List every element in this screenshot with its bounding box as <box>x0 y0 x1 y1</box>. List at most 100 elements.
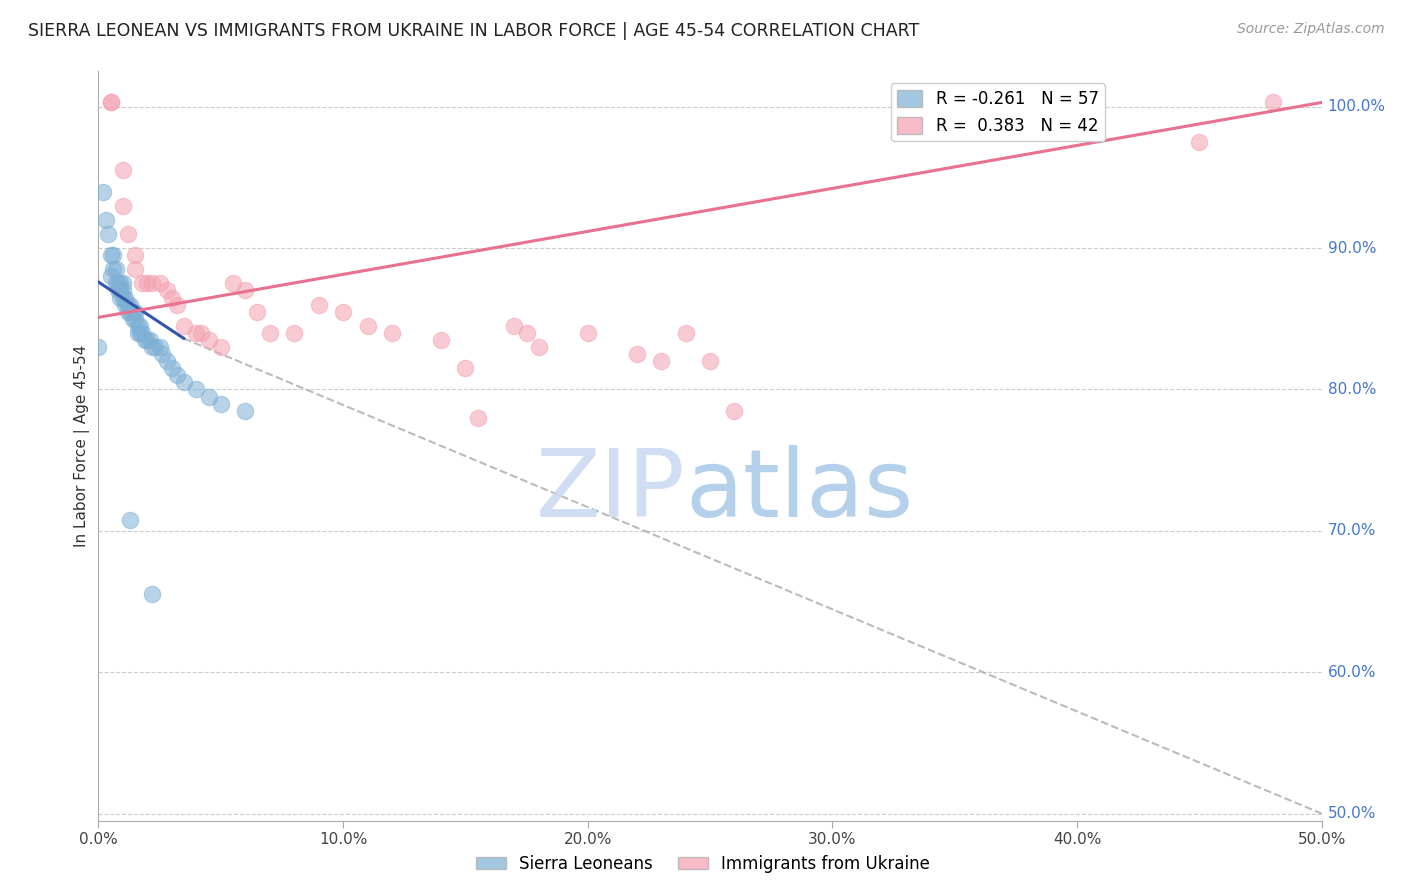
Point <box>100 248 122 262</box>
Point <box>149 277 172 291</box>
Point <box>117 227 139 241</box>
Point <box>150 347 173 361</box>
Point <box>110 291 132 305</box>
Point <box>104 277 127 291</box>
Y-axis label: In Labor Force | Age 45-54: In Labor Force | Age 45-54 <box>75 345 90 547</box>
Point <box>107 277 129 291</box>
Point <box>308 298 330 312</box>
Text: 70.0%: 70.0% <box>1327 524 1376 539</box>
Point <box>111 163 134 178</box>
Text: SIERRA LEONEAN VS IMMIGRANTS FROM UKRAINE IN LABOR FORCE | AGE 45-54 CORRELATION: SIERRA LEONEAN VS IMMIGRANTS FROM UKRAIN… <box>28 22 920 40</box>
Point <box>101 262 124 277</box>
Point <box>156 284 179 298</box>
Point <box>121 311 143 326</box>
Point <box>114 298 136 312</box>
Point <box>100 95 122 110</box>
Point <box>1188 135 1211 149</box>
Point <box>222 277 245 291</box>
Point <box>166 368 188 383</box>
Point <box>156 354 179 368</box>
Point <box>136 333 159 347</box>
Point <box>104 262 127 277</box>
Point <box>186 383 208 397</box>
Point <box>129 318 152 333</box>
Legend: R = -0.261   N = 57, R =  0.383   N = 42: R = -0.261 N = 57, R = 0.383 N = 42 <box>890 84 1105 142</box>
Point <box>626 347 648 361</box>
Point <box>160 361 183 376</box>
Point <box>101 248 124 262</box>
Point <box>91 185 114 199</box>
Point <box>127 326 149 340</box>
Point <box>97 227 120 241</box>
Point <box>143 340 166 354</box>
Point <box>141 340 163 354</box>
Point <box>127 318 149 333</box>
Text: 100.0%: 100.0% <box>1327 99 1386 114</box>
Text: atlas: atlas <box>686 445 914 537</box>
Point <box>259 326 281 340</box>
Point <box>131 277 153 291</box>
Point <box>209 340 232 354</box>
Point <box>107 284 129 298</box>
Point <box>650 354 672 368</box>
Point <box>233 284 256 298</box>
Point <box>356 318 378 333</box>
Point <box>100 95 122 110</box>
Point <box>117 298 139 312</box>
Point <box>111 284 134 298</box>
Point <box>124 311 146 326</box>
Point <box>110 277 132 291</box>
Point <box>723 403 745 417</box>
Text: 60.0%: 60.0% <box>1327 665 1376 680</box>
Point <box>675 326 697 340</box>
Point <box>381 326 404 340</box>
Point <box>503 318 526 333</box>
Point <box>134 333 156 347</box>
Point <box>454 361 477 376</box>
Point <box>149 340 172 354</box>
Text: Source: ZipAtlas.com: Source: ZipAtlas.com <box>1237 22 1385 37</box>
Point <box>467 410 489 425</box>
Point <box>114 291 136 305</box>
Point <box>197 333 219 347</box>
Point <box>111 277 134 291</box>
Point <box>246 304 269 318</box>
Point <box>124 304 146 318</box>
Point <box>110 284 132 298</box>
Point <box>117 304 139 318</box>
Point <box>131 326 153 340</box>
Point <box>515 326 537 340</box>
Point <box>166 298 188 312</box>
Point <box>94 212 117 227</box>
Point <box>332 304 354 318</box>
Point <box>283 326 305 340</box>
Point <box>430 333 453 347</box>
Text: 80.0%: 80.0% <box>1327 382 1376 397</box>
Point <box>209 396 232 410</box>
Point <box>173 318 195 333</box>
Legend: Sierra Leoneans, Immigrants from Ukraine: Sierra Leoneans, Immigrants from Ukraine <box>470 848 936 880</box>
Point <box>124 262 146 277</box>
Point <box>111 291 134 305</box>
Point <box>121 304 143 318</box>
Point <box>141 587 163 601</box>
Point <box>100 269 122 284</box>
Point <box>173 376 195 390</box>
Point <box>1261 95 1284 110</box>
Point <box>139 333 162 347</box>
Point <box>120 298 142 312</box>
Point <box>124 248 146 262</box>
Point <box>190 326 212 340</box>
Point <box>120 512 142 526</box>
Point <box>111 199 134 213</box>
Point <box>699 354 721 368</box>
Text: 90.0%: 90.0% <box>1327 241 1376 256</box>
Point <box>527 340 550 354</box>
Point <box>576 326 599 340</box>
Point <box>186 326 208 340</box>
Point <box>129 326 152 340</box>
Point <box>233 403 256 417</box>
Point <box>141 277 163 291</box>
Point <box>136 277 159 291</box>
Point <box>197 390 219 404</box>
